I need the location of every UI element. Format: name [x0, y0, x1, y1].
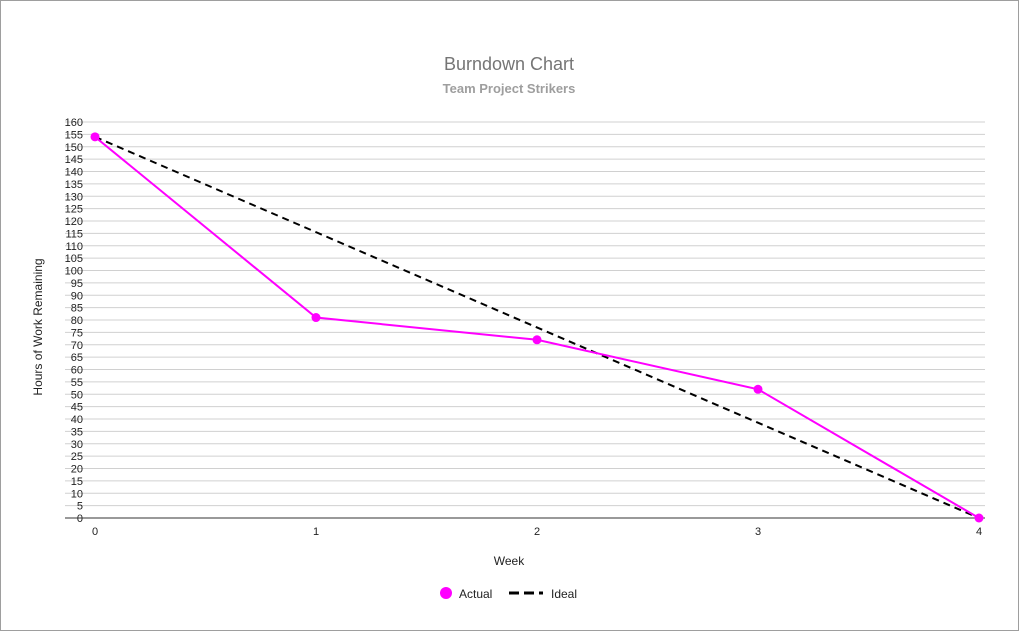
x-axis-label: Week	[494, 554, 525, 568]
x-tick-label: 1	[313, 526, 319, 538]
series-layer	[90, 132, 984, 523]
y-tick-label: 140	[65, 167, 83, 179]
y-tick-label: 105	[65, 253, 83, 265]
y-tick-label: 60	[71, 365, 83, 377]
y-tick-label: 5	[77, 501, 83, 513]
y-tick-label: 65	[71, 352, 83, 364]
legend-ideal-label: Ideal	[551, 587, 577, 601]
y-tick-label: 120	[65, 216, 83, 228]
y-tick-label: 35	[71, 426, 83, 438]
legend-actual-marker	[440, 587, 452, 599]
actual-data-point	[90, 132, 100, 142]
y-tick-label: 15	[71, 476, 83, 488]
y-tick-label: 135	[65, 179, 83, 191]
y-tick-label: 145	[65, 154, 83, 166]
y-tick-label: 160	[65, 117, 83, 129]
y-tick-label: 95	[71, 278, 83, 290]
x-tick-label: 4	[976, 526, 982, 538]
y-tick-label: 75	[71, 327, 83, 339]
y-tick-label: 130	[65, 191, 83, 203]
y-tick-label: 125	[65, 204, 83, 216]
chart-title: Burndown Chart	[444, 54, 574, 74]
x-tick-label: 0	[92, 526, 98, 538]
chart-subtitle: Team Project Strikers	[443, 81, 576, 96]
actual-data-point	[753, 384, 763, 394]
ideal-series-line	[94, 135, 980, 519]
y-tick-label: 40	[71, 414, 83, 426]
y-axis-ticks: 0510152025303540455055606570758085909510…	[65, 117, 83, 525]
actual-data-point	[311, 313, 321, 323]
y-tick-label: 25	[71, 451, 83, 463]
legend: Actual Ideal	[440, 587, 577, 601]
y-tick-label: 10	[71, 488, 83, 500]
x-tick-label: 3	[755, 526, 761, 538]
actual-data-point	[532, 335, 542, 345]
x-axis-ticks: 0 1 2 3 4	[92, 526, 982, 538]
y-axis-label: Hours of Work Remaining	[31, 258, 45, 395]
y-tick-label: 30	[71, 439, 83, 451]
y-tick-label: 70	[71, 340, 83, 352]
y-tick-label: 0	[77, 513, 83, 525]
y-tick-label: 100	[65, 266, 83, 278]
y-tick-label: 55	[71, 377, 83, 389]
y-tick-label: 20	[71, 464, 83, 476]
y-tick-label: 80	[71, 315, 83, 327]
gridlines	[65, 121, 985, 507]
x-tick-label: 2	[534, 526, 540, 538]
y-tick-label: 45	[71, 402, 83, 414]
y-tick-label: 90	[71, 290, 83, 302]
y-tick-label: 85	[71, 303, 83, 315]
actual-data-point	[974, 513, 984, 523]
y-tick-label: 110	[65, 241, 83, 253]
y-tick-label: 150	[65, 142, 83, 154]
legend-actual-label: Actual	[459, 587, 492, 601]
y-tick-label: 50	[71, 389, 83, 401]
y-tick-label: 155	[65, 129, 83, 141]
y-tick-label: 115	[65, 228, 83, 240]
